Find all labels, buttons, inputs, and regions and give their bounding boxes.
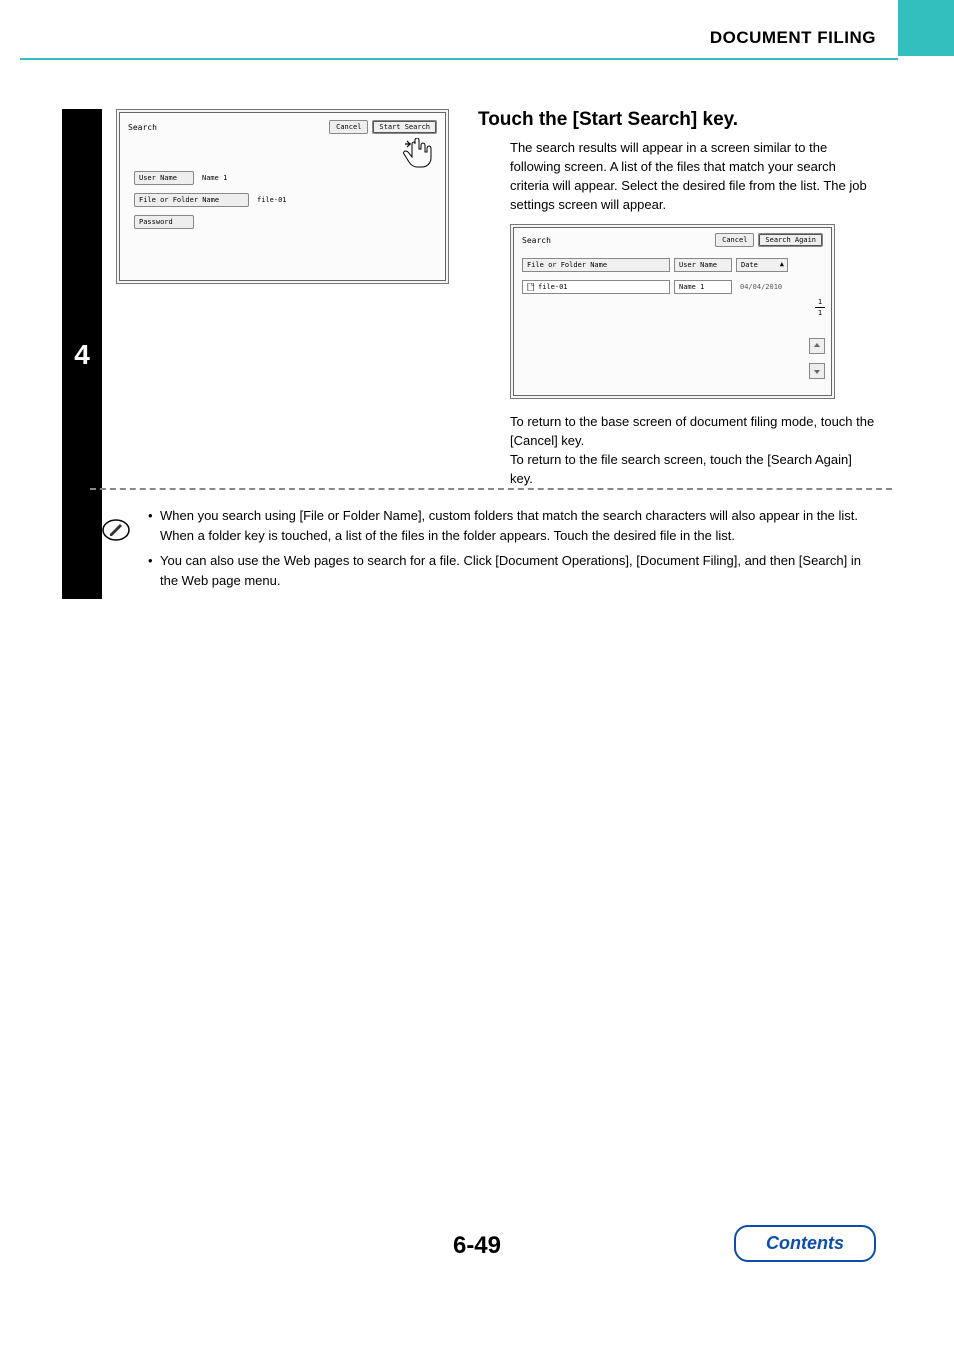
- col-date-header[interactable]: Date ▲: [736, 258, 788, 272]
- page-current: 1: [815, 298, 825, 306]
- password-row: Password: [134, 215, 194, 229]
- note-item-2: You can also use the Web pages to search…: [148, 551, 876, 590]
- user-name-row: User Name Name 1: [134, 171, 231, 185]
- page-header: DOCUMENT FILING: [20, 28, 954, 60]
- col-file-header[interactable]: File or Folder Name: [522, 258, 670, 272]
- follow-up-text: To return to the base screen of document…: [510, 413, 876, 488]
- pager: 1 1: [815, 298, 825, 317]
- user-name-value: Name 1: [198, 172, 231, 184]
- search-panel: Search Cancel Start Search User Name Nam…: [116, 109, 449, 284]
- arrow-down-icon: [813, 367, 821, 375]
- sort-icon: ▲: [780, 260, 784, 268]
- header-rule: [20, 58, 898, 60]
- arrow-up-icon: [813, 342, 821, 350]
- search-panel-header: Search Cancel Start Search: [128, 118, 437, 136]
- results-cancel-button[interactable]: Cancel: [715, 233, 754, 247]
- result-user-cell: Name 1: [674, 280, 732, 294]
- user-name-button[interactable]: User Name: [134, 171, 194, 185]
- search-again-button[interactable]: Search Again: [758, 233, 823, 247]
- step-number: 4: [62, 339, 102, 371]
- step-description: The search results will appear in a scre…: [510, 139, 876, 214]
- document-icon: [527, 283, 535, 291]
- page-total: 1: [815, 309, 825, 317]
- header-title: DOCUMENT FILING: [20, 28, 954, 48]
- follow-p1: To return to the base screen of document…: [510, 413, 876, 451]
- cancel-button[interactable]: Cancel: [329, 120, 368, 134]
- contents-button[interactable]: Contents: [734, 1225, 876, 1262]
- results-title: Search: [522, 236, 711, 245]
- col-date-label: Date: [741, 261, 758, 269]
- follow-p2: To return to the file search screen, tou…: [510, 451, 876, 489]
- touch-hand-icon: [401, 138, 433, 168]
- result-file-cell: file-01: [522, 280, 670, 294]
- file-folder-button[interactable]: File or Folder Name: [134, 193, 249, 207]
- password-button[interactable]: Password: [134, 215, 194, 229]
- pager-divider: [815, 307, 825, 308]
- search-panel-inner: Search Cancel Start Search User Name Nam…: [119, 112, 446, 281]
- note-pencil-icon: [102, 516, 130, 544]
- results-column-headers: File or Folder Name User Name Date ▲: [522, 258, 807, 272]
- results-header: Search Cancel Search Again: [522, 233, 823, 247]
- step-title: Touch the [Start Search] key.: [478, 109, 876, 131]
- instruction-column: Touch the [Start Search] key. The search…: [478, 109, 876, 489]
- file-folder-row: File or Folder Name file-01: [134, 193, 291, 207]
- scroll-down-button[interactable]: [809, 363, 825, 379]
- scroll-up-button[interactable]: [809, 338, 825, 354]
- dashed-separator: [90, 488, 892, 490]
- note-item-1: When you search using [File or Folder Na…: [148, 506, 876, 545]
- results-panel: Search Cancel Search Again File or Folde…: [510, 224, 835, 399]
- result-file-name: file-01: [538, 283, 568, 291]
- notes-list: When you search using [File or Folder Na…: [148, 506, 876, 596]
- start-search-button[interactable]: Start Search: [372, 120, 437, 134]
- step-badge: 4: [62, 109, 102, 599]
- result-row[interactable]: file-01 Name 1 04/04/2010: [522, 280, 807, 294]
- results-inner: Search Cancel Search Again File or Folde…: [513, 227, 832, 396]
- file-folder-value: file-01: [253, 194, 291, 206]
- col-user-header[interactable]: User Name: [674, 258, 732, 272]
- result-date-cell: 04/04/2010: [736, 280, 788, 294]
- search-panel-title: Search: [128, 123, 325, 132]
